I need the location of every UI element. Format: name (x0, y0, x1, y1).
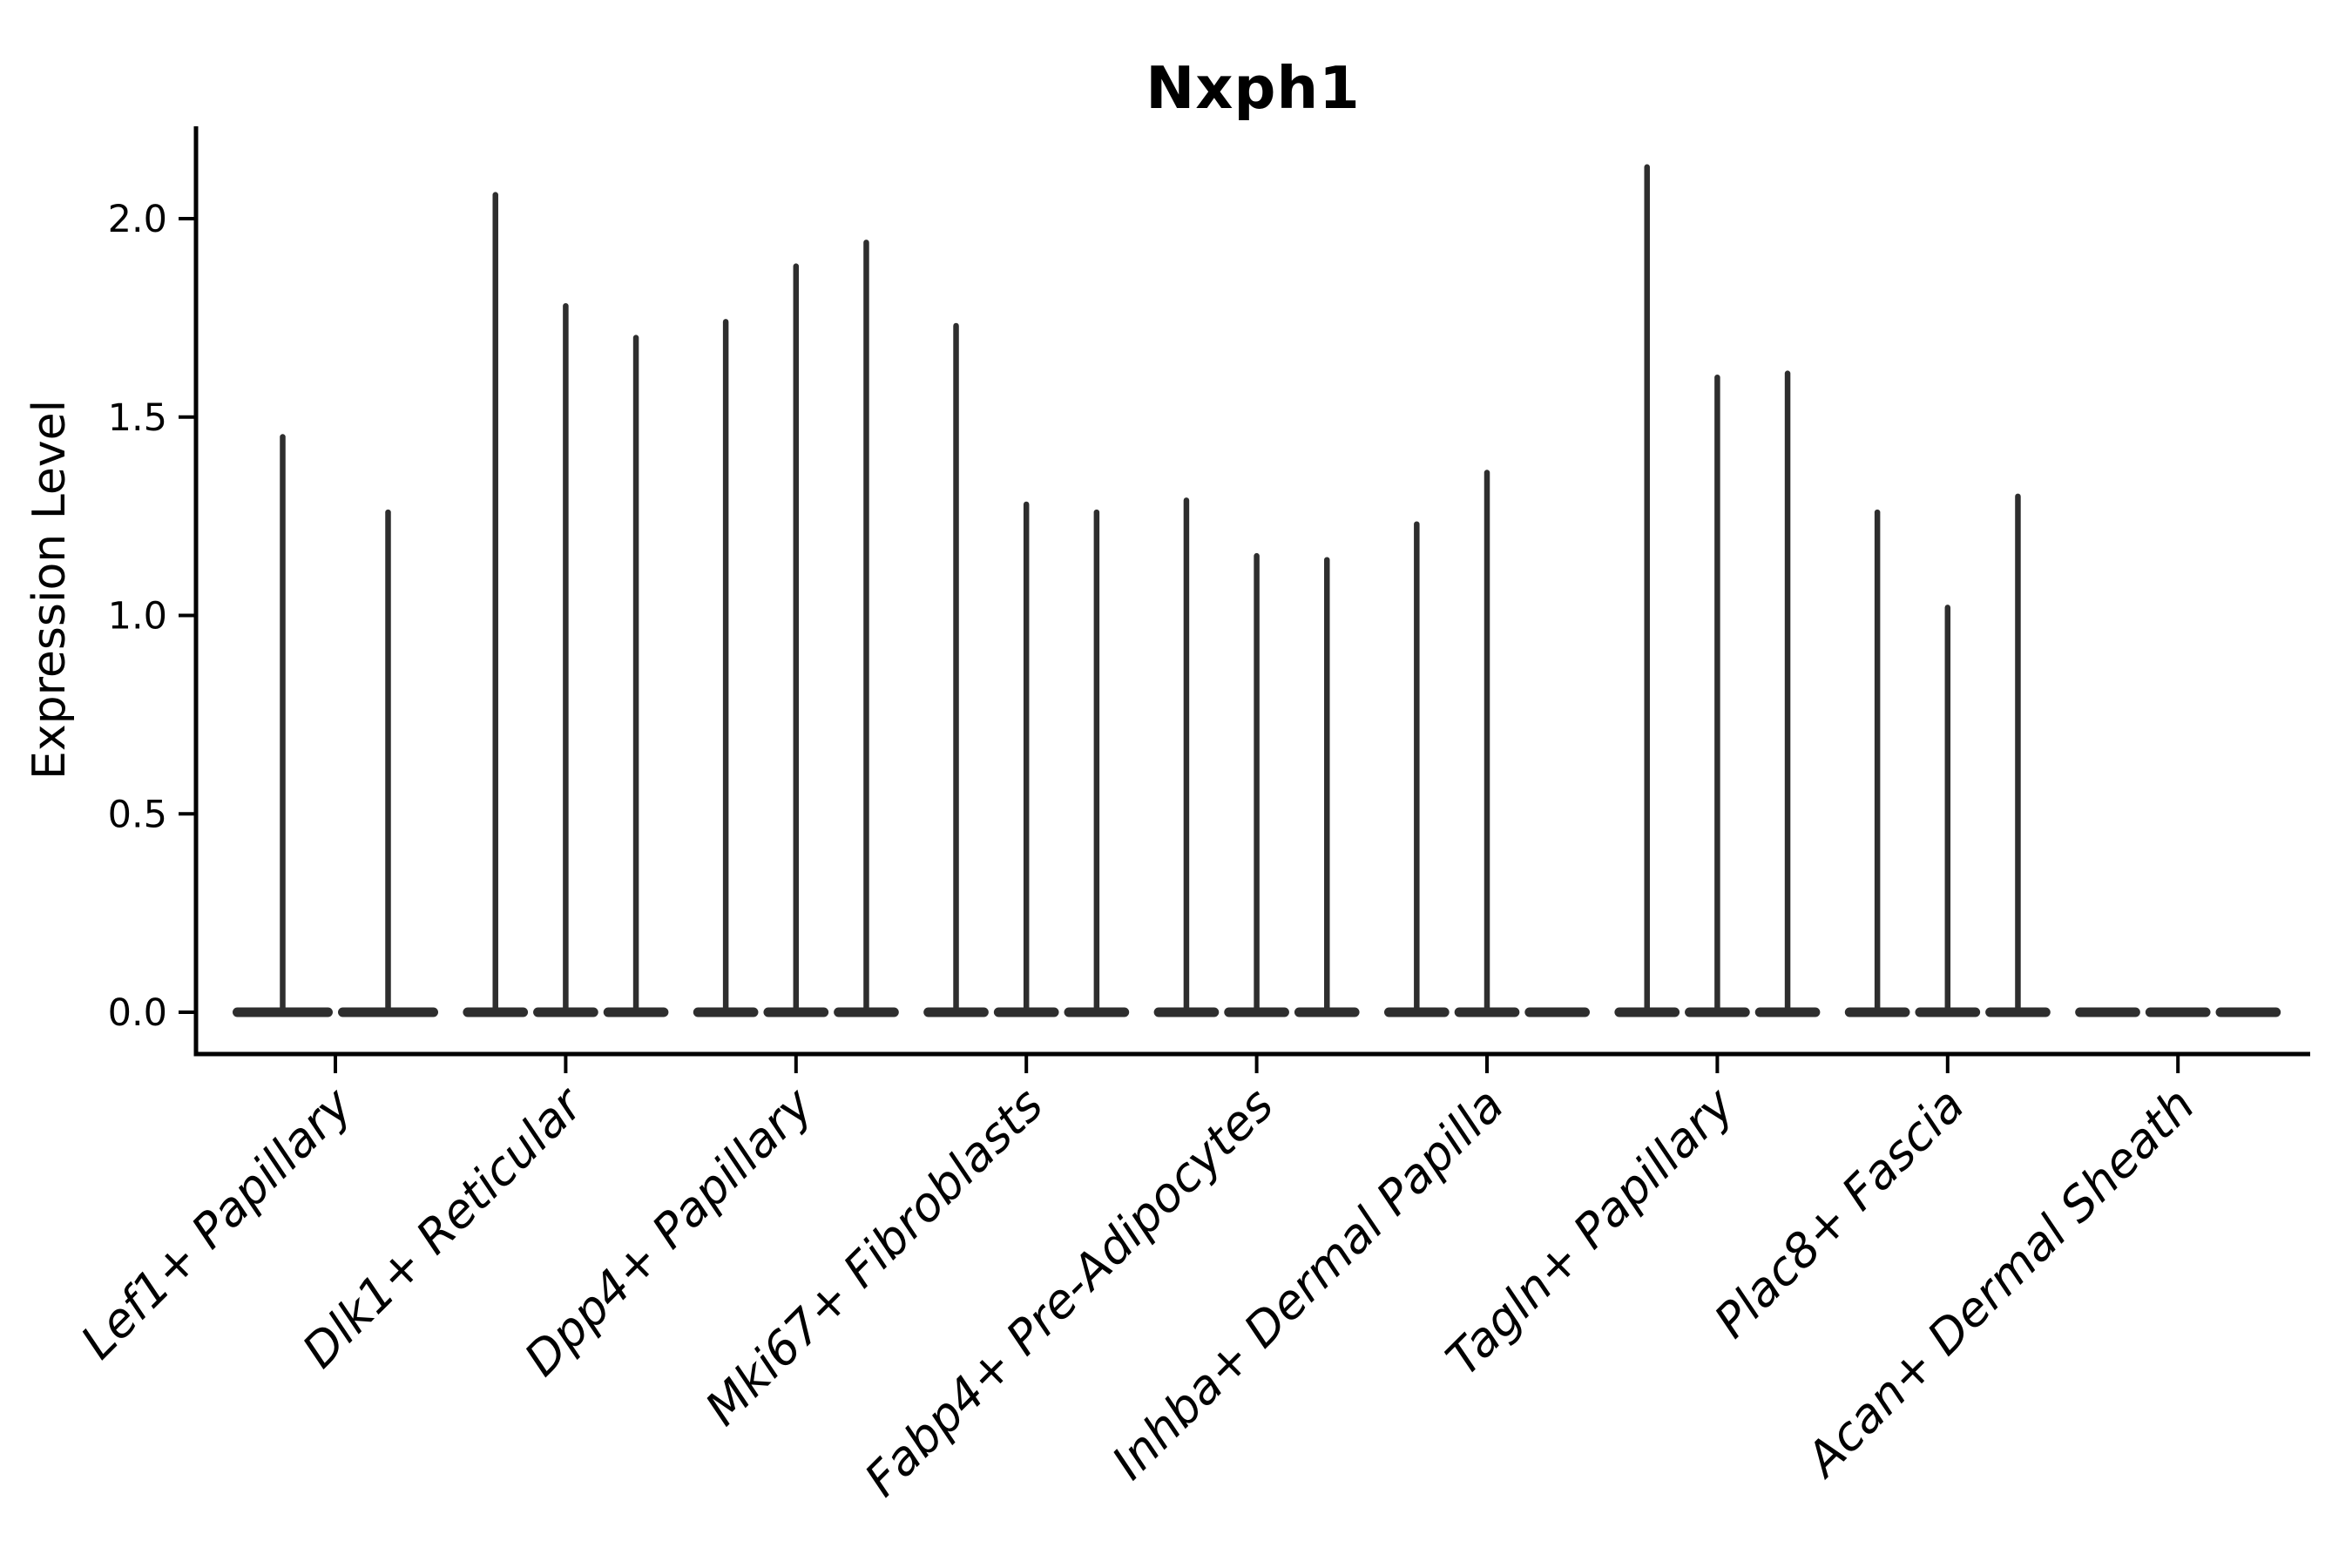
y-tick-label: 1.5 (108, 396, 167, 440)
violin-base (2145, 1007, 2211, 1017)
x-tick-label: Acan+ Dermal Sheath (1794, 1078, 2205, 1489)
violin-base (2075, 1007, 2140, 1017)
y-tick-label: 0.0 (108, 991, 167, 1035)
x-tick-label: Inhba+ Dermal Papilla (1101, 1078, 1514, 1490)
violin-base (1524, 1007, 1590, 1017)
y-tick-label: 2.0 (108, 198, 167, 241)
violin-base (2215, 1007, 2281, 1017)
y-tick-label: 0.5 (108, 793, 167, 836)
x-tick-label: Plac8+ Fascia (1704, 1078, 1975, 1348)
x-tick-label: Fabp4+ Pre-Adipocytes (854, 1078, 1283, 1507)
chart-title: Nxph1 (1146, 54, 1361, 122)
y-tick-label: 1.0 (108, 595, 167, 639)
